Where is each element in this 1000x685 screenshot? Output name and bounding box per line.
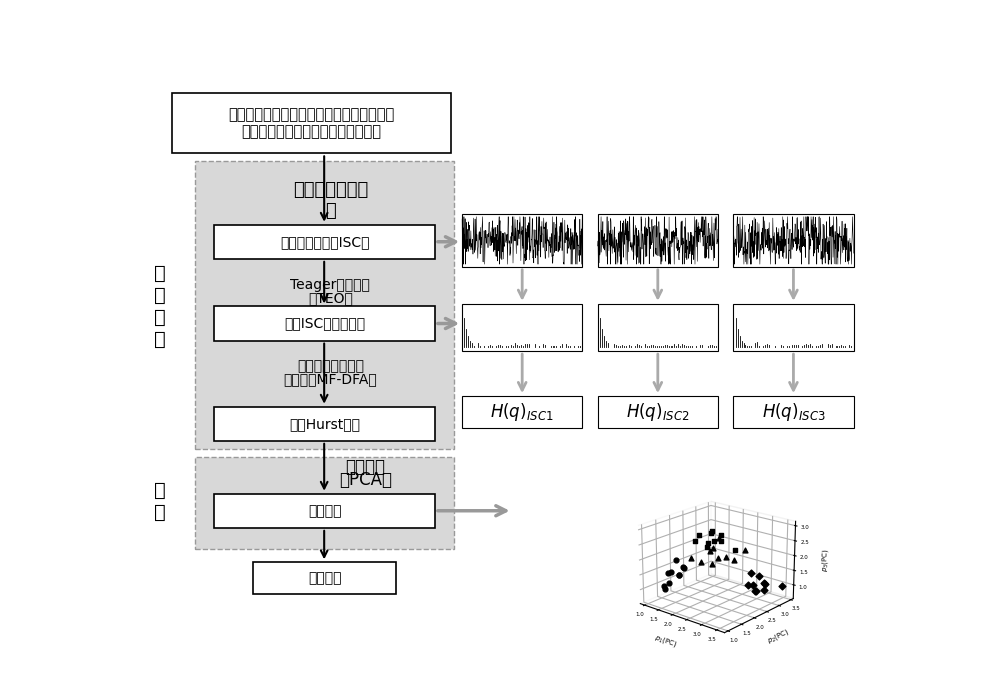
- FancyBboxPatch shape: [195, 162, 454, 449]
- FancyBboxPatch shape: [598, 396, 718, 427]
- Text: Teager能量算子: Teager能量算子: [290, 278, 370, 292]
- FancyBboxPatch shape: [214, 494, 435, 528]
- FancyBboxPatch shape: [214, 225, 435, 259]
- FancyBboxPatch shape: [462, 396, 582, 427]
- Text: 广义Hurst指数: 广义Hurst指数: [289, 416, 360, 431]
- Text: 动分析（MF-DFA）: 动分析（MF-DFA）: [284, 372, 377, 386]
- Text: $H(q)_{ISC1}$: $H(q)_{ISC1}$: [490, 401, 554, 423]
- FancyBboxPatch shape: [172, 92, 450, 153]
- Text: 获取滚动轴承四种状态（正常、内圈故障、
外圈故障、滚动体故障）的时域信号: 获取滚动轴承四种状态（正常、内圈故障、 外圈故障、滚动体故障）的时域信号: [228, 107, 394, 139]
- Text: 每个ISC的瞬时幅值: 每个ISC的瞬时幅值: [284, 316, 365, 330]
- Text: $H(q)_{ISC2}$: $H(q)_{ISC2}$: [626, 401, 690, 423]
- Text: 主元分析: 主元分析: [345, 458, 385, 476]
- FancyBboxPatch shape: [733, 303, 854, 351]
- Y-axis label: $p_2$(PC): $p_2$(PC): [766, 627, 791, 646]
- Text: 局部特征尺度分
解: 局部特征尺度分 解: [293, 182, 368, 221]
- FancyBboxPatch shape: [733, 214, 854, 267]
- FancyBboxPatch shape: [195, 457, 454, 549]
- FancyBboxPatch shape: [598, 214, 718, 267]
- Text: 特
征
提
取: 特 征 提 取: [154, 264, 166, 349]
- Text: 降
维: 降 维: [154, 481, 166, 522]
- Text: 内禀尺度分量（ISC）: 内禀尺度分量（ISC）: [280, 235, 369, 249]
- Text: 故障诊断: 故障诊断: [308, 571, 341, 585]
- FancyBboxPatch shape: [733, 396, 854, 427]
- X-axis label: $p_1$(PC): $p_1$(PC): [653, 632, 678, 649]
- FancyBboxPatch shape: [462, 303, 582, 351]
- FancyBboxPatch shape: [598, 303, 718, 351]
- Text: （PCA）: （PCA）: [339, 471, 392, 489]
- FancyBboxPatch shape: [462, 214, 582, 267]
- Text: 特征向量: 特征向量: [308, 503, 341, 518]
- FancyBboxPatch shape: [253, 562, 396, 594]
- Text: $H(q)_{ISC3}$: $H(q)_{ISC3}$: [762, 401, 825, 423]
- FancyBboxPatch shape: [214, 407, 435, 441]
- Text: 多重分形去趋势波: 多重分形去趋势波: [297, 359, 364, 373]
- Text: （TEO）: （TEO）: [308, 291, 353, 306]
- FancyBboxPatch shape: [214, 306, 435, 340]
